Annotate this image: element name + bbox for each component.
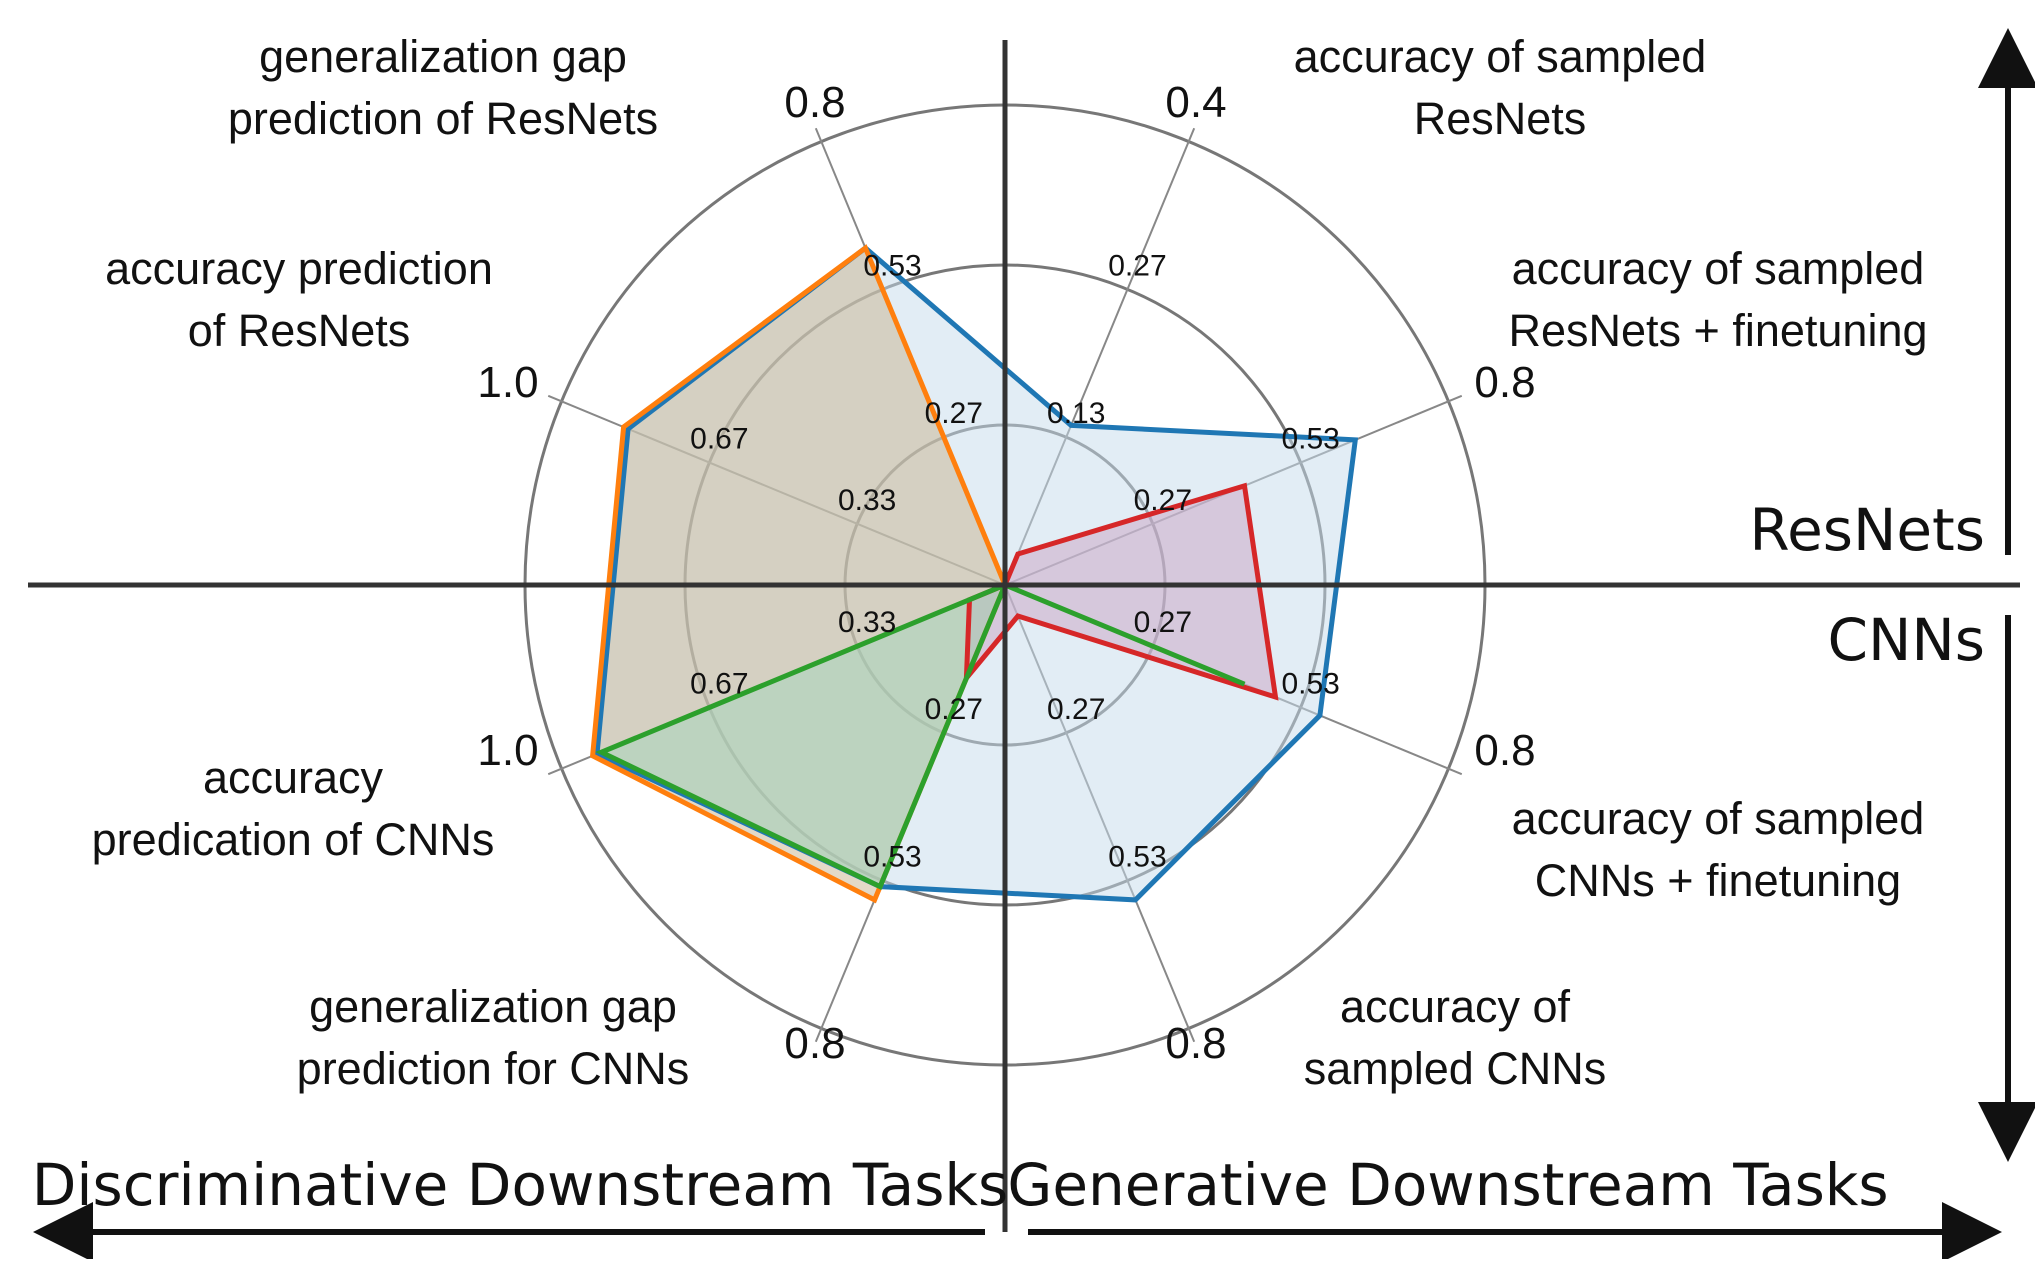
quadrant-dividers — [28, 40, 2020, 1232]
series-3-line — [595, 581, 1246, 891]
series-2-area — [966, 485, 1276, 697]
tick-label: 0.53 — [1281, 423, 1339, 456]
axis-max-label: 0.8 — [1474, 726, 1535, 775]
tick-label: 0.27 — [1134, 606, 1192, 639]
tick-label: 0.27 — [1047, 693, 1105, 726]
section-label-cnns: CNNs — [1828, 606, 1986, 674]
axis-max-label: 1.0 — [477, 726, 538, 775]
axis-max-label: 1.0 — [477, 358, 538, 407]
tick-label: 0.53 — [1281, 667, 1339, 700]
axis-label-gen-gap-cnns: generalization gap prediction for CNNs — [297, 981, 690, 1094]
section-label-generative: Generative Downstream Tasks — [1007, 1151, 1888, 1219]
axis-label-acc-pred-cnns: accuracy predication of CNNs — [92, 752, 495, 865]
axis-label-acc-sampled-cnns: accuracy of sampled CNNs — [1304, 981, 1607, 1094]
tick-label: 0.27 — [925, 693, 983, 726]
section-label-resnets: ResNets — [1749, 496, 1985, 564]
axis-max-label: 0.8 — [1165, 1019, 1226, 1068]
tick-label: 0.33 — [838, 484, 896, 517]
axis-labels: 0.13 0.27 0.4 accuracy of sampled ResNets 0.2… — [92, 31, 1928, 1094]
tick-label: 0.53 — [1108, 841, 1166, 874]
tick-label: 0.53 — [863, 841, 921, 874]
axis-label-gen-gap-resnets: generalization gap prediction of ResNets — [228, 31, 658, 144]
axis-max-label: 0.8 — [784, 1019, 845, 1068]
axis-label-acc-sampled-resnets: accuracy of sampled ResNets — [1294, 31, 1707, 144]
section-label-discriminative: Discriminative Downstream Tasks — [32, 1151, 1008, 1219]
axis-max-label: 0.4 — [1165, 78, 1226, 127]
tick-label: 0.67 — [690, 423, 748, 456]
axis-label-acc-sampled-resnets-ft: accuracy of sampled ResNets + finetuning — [1509, 243, 1928, 356]
axis-max-label: 0.8 — [784, 78, 845, 127]
tick-label: 0.27 — [1108, 249, 1166, 282]
tick-label: 0.13 — [1047, 397, 1105, 430]
axis-max-label: 0.8 — [1474, 358, 1535, 407]
tick-label: 0.53 — [863, 249, 921, 282]
tick-label: 0.27 — [1134, 484, 1192, 517]
tick-label: 0.27 — [925, 397, 983, 430]
tick-label: 0.33 — [838, 606, 896, 639]
section-labels: ResNets CNNs Discriminative Downstream Tas… — [32, 28, 2035, 1262]
series-fills — [592, 248, 1356, 900]
axis-label-acc-sampled-cnns-ft: accuracy of sampled CNNs + finetuning — [1512, 793, 1925, 906]
tick-label: 0.67 — [690, 667, 748, 700]
axis-label-acc-pred-resnets: accuracy prediction of ResNets — [105, 243, 493, 356]
series-3-area — [601, 585, 1245, 887]
